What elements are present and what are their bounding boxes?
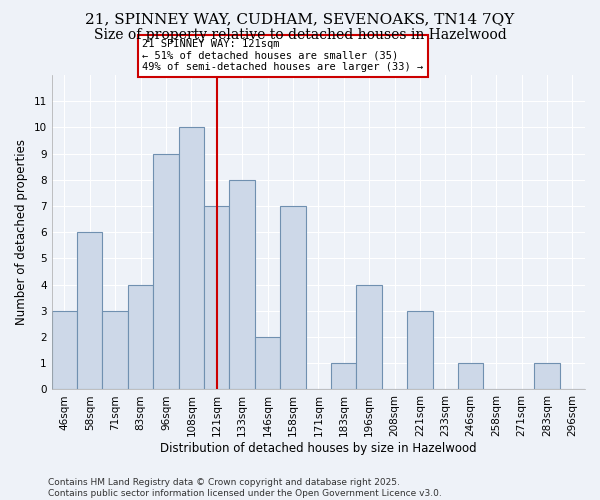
Bar (331, 364, 356, 390)
Y-axis label: Number of detached properties: Number of detached properties (15, 139, 28, 325)
Bar (77, 232, 103, 390)
Text: 21, SPINNEY WAY, CUDHAM, SEVENOAKS, TN14 7QY: 21, SPINNEY WAY, CUDHAM, SEVENOAKS, TN14… (85, 12, 515, 26)
Bar (407, 311, 433, 390)
Bar (255, 337, 280, 390)
Bar (458, 364, 484, 390)
Text: Size of property relative to detached houses in Hazelwood: Size of property relative to detached ho… (94, 28, 506, 42)
Bar (229, 180, 255, 390)
Bar (356, 284, 382, 390)
Bar (103, 311, 128, 390)
Text: Contains HM Land Registry data © Crown copyright and database right 2025.
Contai: Contains HM Land Registry data © Crown c… (48, 478, 442, 498)
Text: 21 SPINNEY WAY: 121sqm
← 51% of detached houses are smaller (35)
49% of semi-det: 21 SPINNEY WAY: 121sqm ← 51% of detached… (142, 40, 424, 72)
Bar (534, 364, 560, 390)
Bar (179, 128, 204, 390)
Bar (52, 311, 77, 390)
Bar (153, 154, 179, 390)
Bar (128, 284, 153, 390)
Bar (204, 206, 229, 390)
Bar (280, 206, 305, 390)
X-axis label: Distribution of detached houses by size in Hazelwood: Distribution of detached houses by size … (160, 442, 476, 455)
